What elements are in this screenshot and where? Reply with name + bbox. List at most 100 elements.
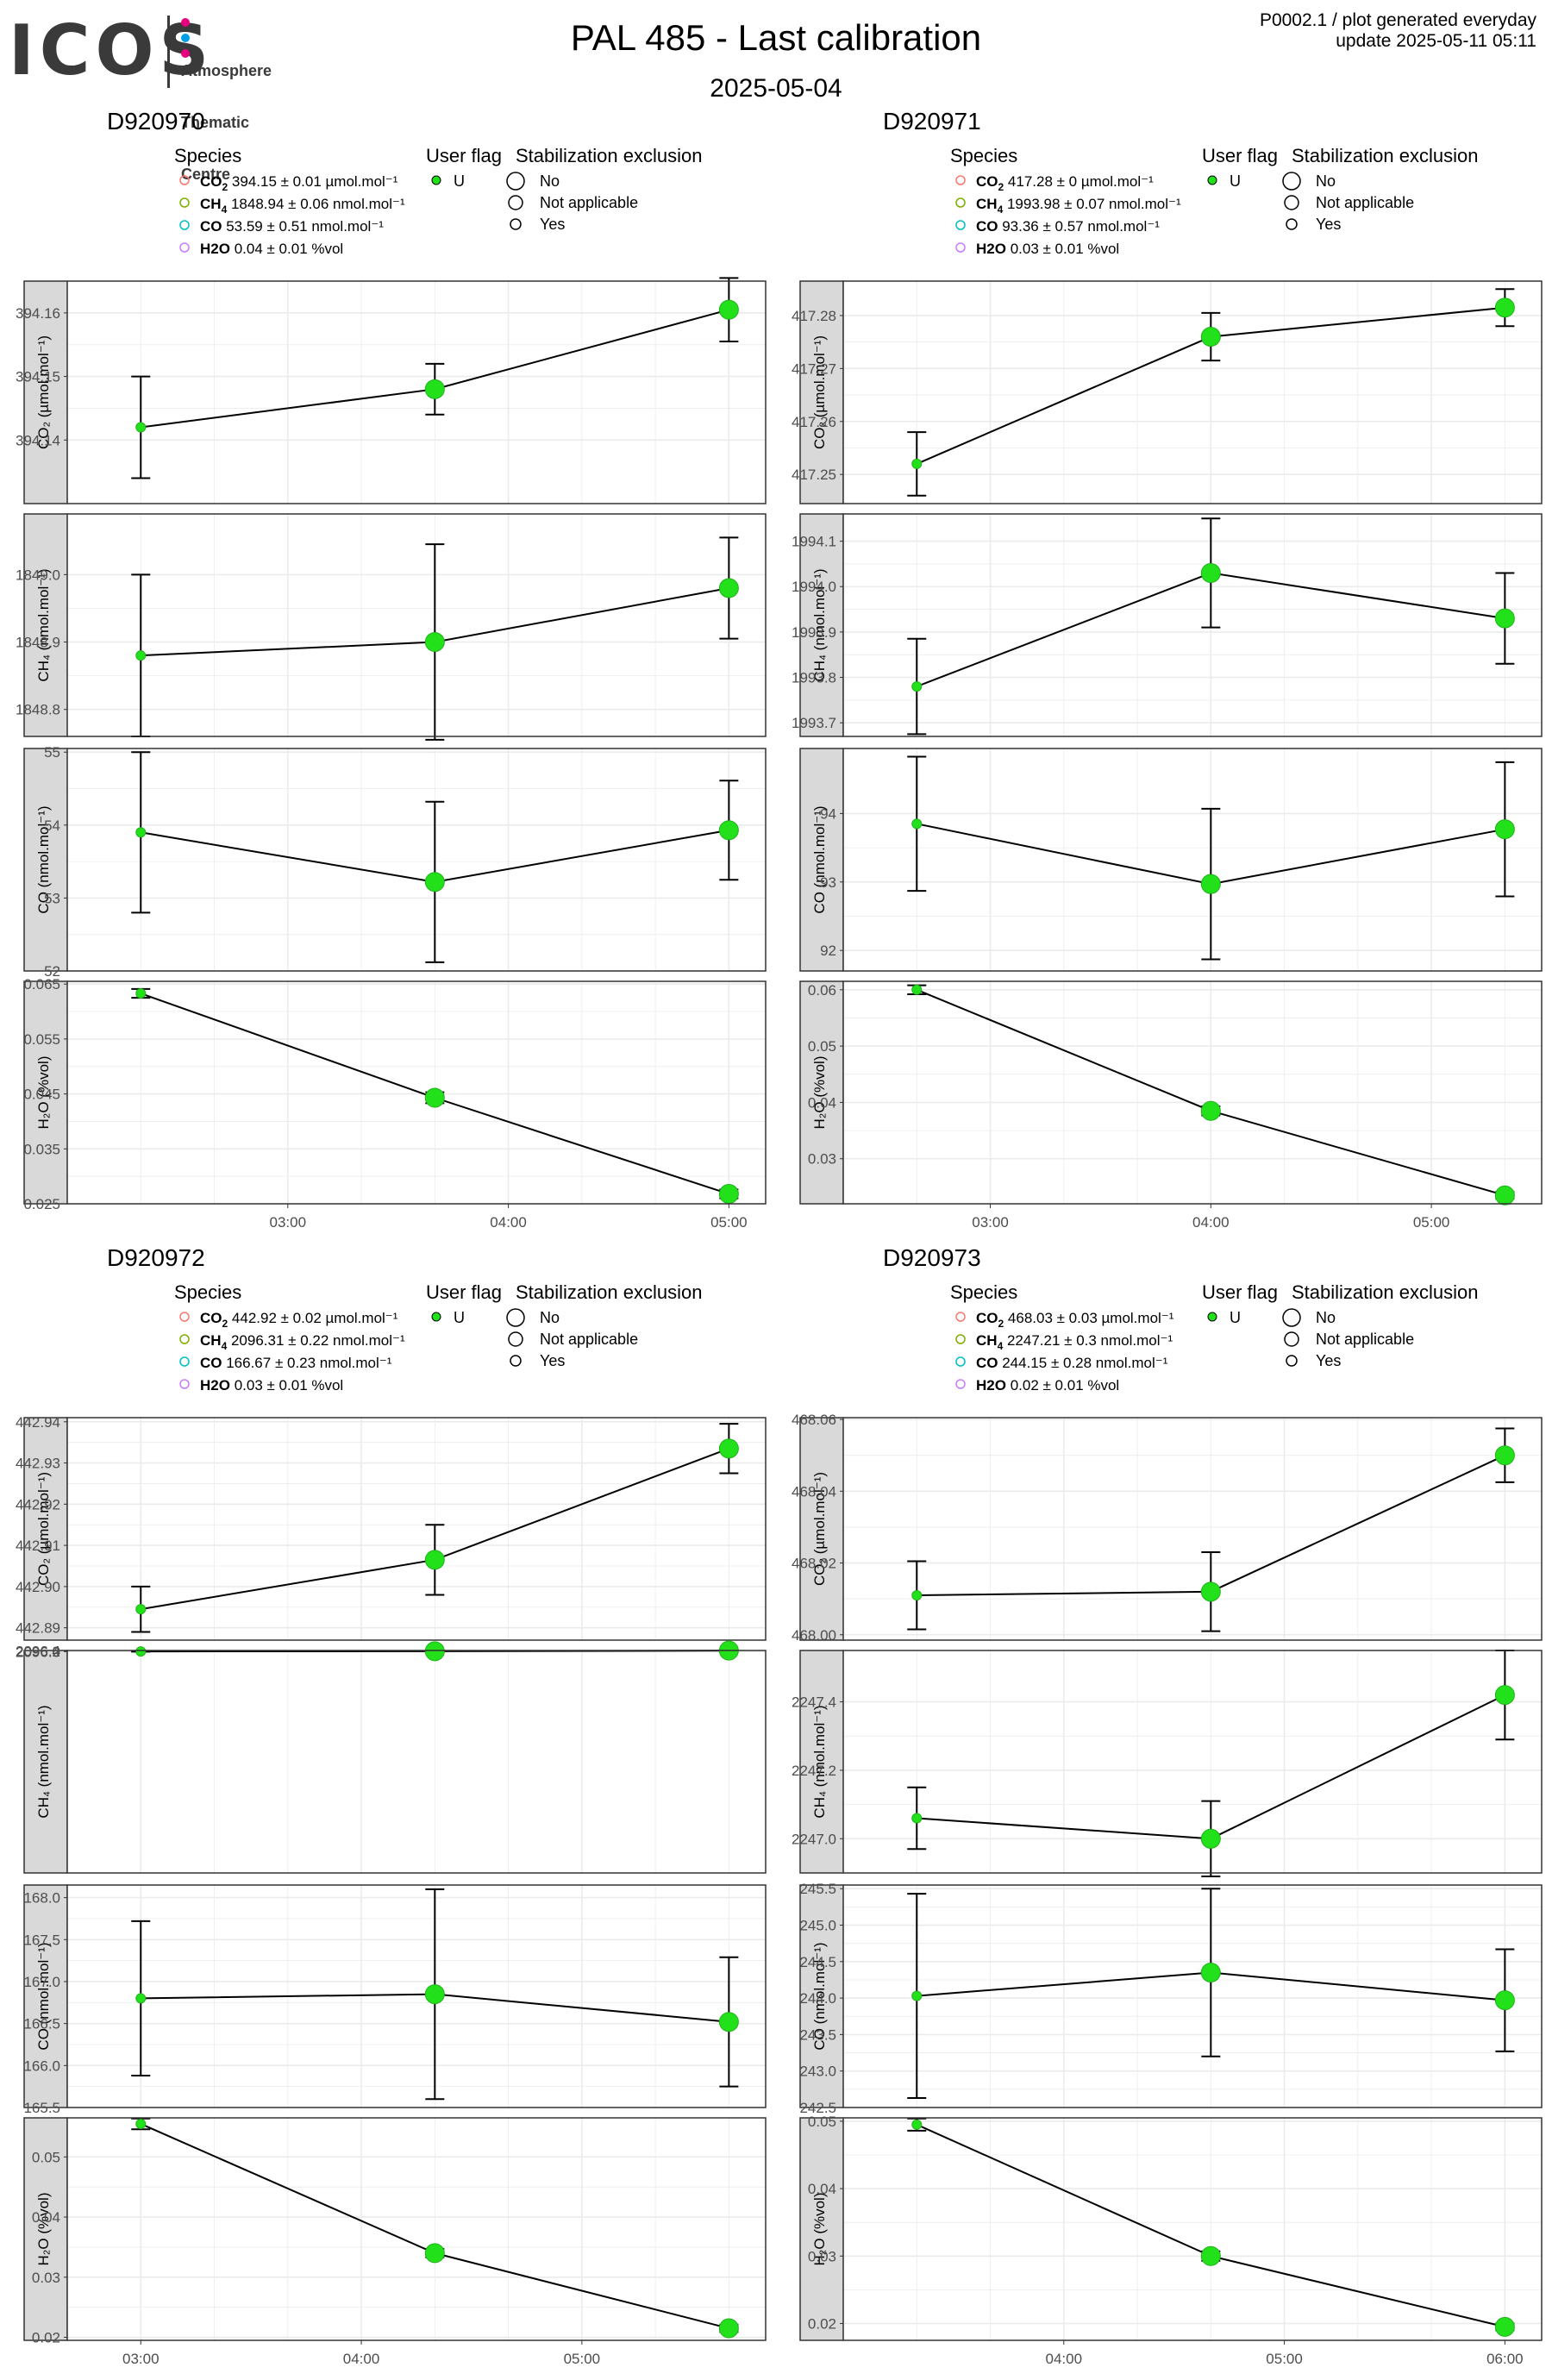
data-point <box>1200 2245 1221 2266</box>
legend-species-item: H2O 0.03 ± 0.01 %vol <box>976 241 1119 257</box>
panel-background <box>843 748 1542 971</box>
chart-d920971: D920971 Species CO2 417.28 ± 0 µmol.mol⁻¹ C… <box>792 108 1543 1231</box>
y-tick-label: 0.03 <box>808 1151 836 1168</box>
chart-title: D920971 <box>883 108 981 135</box>
x-tick-label: 03:00 <box>122 2351 160 2367</box>
legend-species-marker <box>955 175 966 185</box>
data-point <box>1200 562 1221 583</box>
y-tick-label: 442.91 <box>16 1538 60 1554</box>
legend-stab-marker <box>508 1331 523 1347</box>
data-point <box>1200 1963 1221 1983</box>
legend-stab-marker <box>510 1355 522 1367</box>
legend-species-item: H2O 0.04 ± 0.01 %vol <box>200 241 343 257</box>
legend-species-item: CO 93.36 ± 0.57 nmol.mol⁻¹ <box>976 218 1160 235</box>
panel-ylabel: CO (nmol.mol⁻¹) <box>811 1942 828 2050</box>
panel-background <box>843 1650 1542 1873</box>
legend-flag-marker <box>431 175 441 185</box>
panel-ylabel: CO (nmol.mol⁻¹) <box>35 1942 52 2050</box>
x-tick-label: 05:00 <box>1266 2351 1303 2367</box>
x-tick-label: 04:00 <box>1192 1214 1230 1231</box>
data-point <box>135 1646 147 1657</box>
y-tick-label: 0.04 <box>808 2181 836 2197</box>
generation-line: P0002.1 / plot generated everyday <box>1259 10 1536 30</box>
y-tick-label: 0.035 <box>23 1141 60 1157</box>
legend-species-marker <box>179 1334 190 1344</box>
y-tick-label: 394.14 <box>16 432 60 448</box>
legend-species-marker <box>955 1356 966 1367</box>
data-point <box>1494 1185 1515 1206</box>
data-point <box>1200 874 1221 894</box>
panel-border <box>66 748 767 972</box>
y-tick-label: 54 <box>44 817 60 834</box>
y-tick-label: 468.00 <box>792 1627 836 1644</box>
y-tick-label: 1848.9 <box>16 635 60 651</box>
y-tick-label: 2096.2 <box>16 1644 60 1660</box>
y-tick-label: 243.5 <box>799 2026 836 2043</box>
calibration-date: 2025-05-04 <box>710 74 842 103</box>
y-tick-label: 417.27 <box>792 360 836 377</box>
y-tick-label: 2247.4 <box>792 1694 836 1711</box>
data-point <box>911 984 923 995</box>
panel-co2: CO₂ (µmol.mol⁻¹) 442.89 442.90 442.91 442.92… <box>16 1414 767 1641</box>
data-point <box>718 1438 739 1459</box>
y-tick-label: 468.04 <box>792 1483 836 1500</box>
panel-border <box>842 1650 1543 1874</box>
y-tick-label: 165.5 <box>23 2100 60 2116</box>
logo-sub-line: Thematic <box>181 114 250 131</box>
panel-background <box>843 1418 1542 1640</box>
data-point <box>135 988 147 999</box>
logo-dots <box>181 16 192 62</box>
data-point <box>1494 1685 1515 1706</box>
logo-dot <box>181 18 190 27</box>
y-tick-label: 245.5 <box>799 1881 836 1897</box>
data-point <box>135 2118 147 2129</box>
y-tick-label: 0.025 <box>23 1196 60 1212</box>
legend-flag-label: U <box>454 1309 465 1326</box>
panel-strip <box>799 980 844 1205</box>
data-point <box>911 681 923 692</box>
legend-species-marker <box>179 1356 190 1367</box>
panel-strip <box>23 1650 68 1874</box>
y-tick-label: 1993.8 <box>792 670 836 686</box>
legend-stab-marker <box>506 1308 525 1327</box>
legend-stab-marker <box>1286 218 1298 230</box>
data-point <box>911 1813 923 1824</box>
panel-strip <box>23 748 68 972</box>
y-tick-label: 0.06 <box>808 982 836 999</box>
legend-species-item: CO2 394.15 ± 0.01 µmol.mol⁻¹ <box>200 173 398 193</box>
panel-border <box>66 280 767 504</box>
panel-strip <box>23 513 68 737</box>
panel-background <box>67 1650 766 1873</box>
y-tick-label: 1848.8 <box>16 702 60 718</box>
panel-border <box>842 748 1543 972</box>
legend-flag-marker <box>1207 1312 1217 1322</box>
legend-stab-title: Stabilization exclusion <box>1292 1281 1478 1303</box>
panel-background <box>67 2118 766 2340</box>
x-tick-label: 03:00 <box>270 1214 307 1231</box>
panel-border <box>66 1417 767 1641</box>
y-tick-label: 394.16 <box>16 305 60 322</box>
panel-border <box>842 2117 1543 2341</box>
logo-dot <box>181 49 190 58</box>
legend-species-item: CO2 417.28 ± 0 µmol.mol⁻¹ <box>976 173 1154 193</box>
panel-co2: CO₂ (µmol.mol⁻¹) 417.25 417.26 417.27 417.28 <box>792 280 1543 504</box>
data-point <box>135 1604 147 1615</box>
panel-ylabel: CH₄ (nmol.mol⁻¹) <box>811 1705 828 1818</box>
legend-stab-marker <box>510 218 522 230</box>
panel-border <box>842 980 1543 1205</box>
legend-stab-label: Not applicable <box>1316 1331 1414 1348</box>
page-title: PAL 485 - Last calibration <box>570 17 982 58</box>
panel-background <box>843 2118 1542 2340</box>
panel-background <box>67 514 766 736</box>
panel-h2o: H₂O (%vol) 0.03 0.04 0.05 0.06 03:00 04:00 05:0… <box>799 980 1543 1231</box>
panel-ylabel: CO₂ (µmol.mol⁻¹) <box>35 335 52 449</box>
y-tick-label: 244.0 <box>799 1990 836 2007</box>
y-tick-label: 417.28 <box>792 308 836 324</box>
data-point <box>1200 327 1221 347</box>
y-tick-label: 0.05 <box>808 2114 836 2130</box>
y-tick-label: 2096.4 <box>16 1643 60 1659</box>
y-tick-label: 468.02 <box>792 1556 836 1572</box>
data-point <box>1200 1100 1221 1121</box>
legend-stab-title: Stabilization exclusion <box>516 1281 702 1303</box>
data-point <box>1200 1581 1221 1602</box>
